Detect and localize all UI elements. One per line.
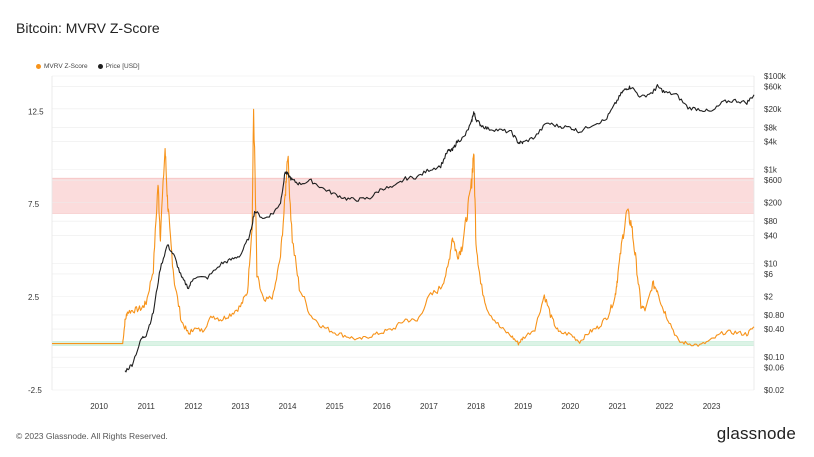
right-tick-label: $1k [764, 166, 778, 175]
right-tick-label: $2 [764, 292, 773, 301]
right-tick-label: $100k [764, 72, 787, 81]
x-tick-label: 2019 [514, 402, 532, 411]
right-tick-label: $80 [764, 217, 778, 226]
x-tick-label: 2010 [90, 402, 108, 411]
legend-item-zscore[interactable]: MVRV Z-Score [36, 63, 88, 70]
left-tick-label: -2.5 [28, 386, 42, 395]
right-tick-label: $8k [764, 123, 778, 132]
x-tick-label: 2013 [232, 402, 250, 411]
chart-legend: MVRV Z-Score Price [USD] [36, 63, 140, 70]
series-line-zscore [52, 108, 755, 347]
x-tick-label: 2011 [138, 402, 156, 411]
right-tick-label: $6 [764, 270, 773, 279]
right-tick-label: $0.10 [764, 353, 785, 362]
right-tick-label: $0.02 [764, 386, 785, 395]
right-tick-label: $4k [764, 138, 778, 147]
page-title: Bitcoin: MVRV Z-Score [16, 20, 160, 36]
left-tick-label: 12.5 [28, 107, 44, 116]
x-tick-label: 2020 [561, 402, 579, 411]
legend-dot-price-icon [97, 64, 103, 69]
left-tick-label: 2.5 [28, 293, 40, 302]
copyright-text: © 2023 Glassnode. All Rights Reserved. [16, 431, 168, 441]
legend-dot-zscore-icon [36, 64, 41, 69]
x-tick-label: 2016 [373, 402, 391, 411]
right-tick-label: $600 [764, 176, 782, 185]
right-tick-label: $0.06 [764, 364, 785, 373]
right-tick-label: $200 [764, 199, 782, 208]
right-tick-label: $20k [764, 105, 782, 114]
band-green [52, 341, 754, 346]
series-line-price [124, 84, 755, 373]
right-tick-label: $40 [764, 231, 778, 240]
x-tick-label: 2021 [608, 402, 626, 411]
legend-label-price: Price [USD] [105, 63, 140, 70]
legend-label-zscore: MVRV Z-Score [44, 63, 88, 70]
right-tick-label: $0.40 [764, 325, 785, 334]
right-tick-label: $10 [764, 259, 778, 268]
x-tick-label: 2015 [326, 402, 344, 411]
glassnode-logo[interactable]: glassnode [716, 424, 796, 443]
x-tick-label: 2023 [703, 402, 721, 411]
right-tick-label: $0.80 [764, 311, 785, 320]
x-tick-label: 2022 [656, 402, 674, 411]
x-tick-label: 2012 [184, 402, 202, 411]
x-tick-label: 2017 [420, 402, 438, 411]
band-red [52, 178, 754, 214]
legend-item-price[interactable]: Price [USD] [97, 63, 140, 70]
x-tick-label: 2014 [279, 402, 297, 411]
left-tick-label: 7.5 [28, 200, 40, 209]
right-tick-label: $60k [764, 82, 782, 91]
x-tick-label: 2018 [467, 402, 485, 411]
